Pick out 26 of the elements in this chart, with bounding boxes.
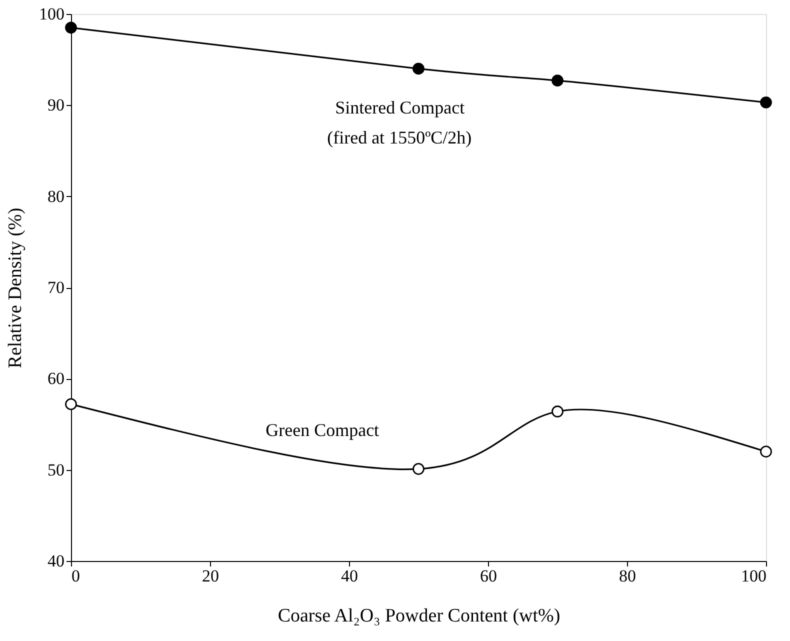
point (552, 406, 564, 418)
y-tick-label: 100 (39, 4, 64, 24)
annotation: (fired at 1550ºC/2h) (327, 128, 472, 148)
series-label: Sintered Compact (335, 98, 465, 118)
point (412, 62, 424, 75)
y-tick-label: 80 (48, 186, 64, 206)
point (760, 446, 772, 458)
x-axis-title: Coarse Al₂O₃ Powder Content (wt%) (278, 606, 560, 626)
y-tick-label: 50 (48, 460, 64, 480)
series-label: Green Compact (266, 420, 380, 440)
x-tick-label: 40 (341, 566, 358, 586)
x-tick-label: 0 (72, 566, 80, 586)
x-tick-label: 60 (480, 566, 497, 586)
x-tick-label: 20 (202, 566, 219, 586)
point (65, 398, 77, 410)
x-tick-label: 100 (741, 566, 766, 586)
x-tick-label: 80 (619, 566, 636, 586)
y-tick-label: 40 (48, 552, 64, 570)
point (552, 74, 564, 86)
y-axis-title: Relative Density (%) (5, 208, 26, 368)
point (65, 22, 77, 34)
point (412, 462, 424, 475)
point (760, 96, 772, 108)
y-tick-label: 70 (48, 278, 64, 297)
y-tick-label: 90 (48, 96, 64, 115)
y-tick-label: 60 (48, 369, 64, 388)
